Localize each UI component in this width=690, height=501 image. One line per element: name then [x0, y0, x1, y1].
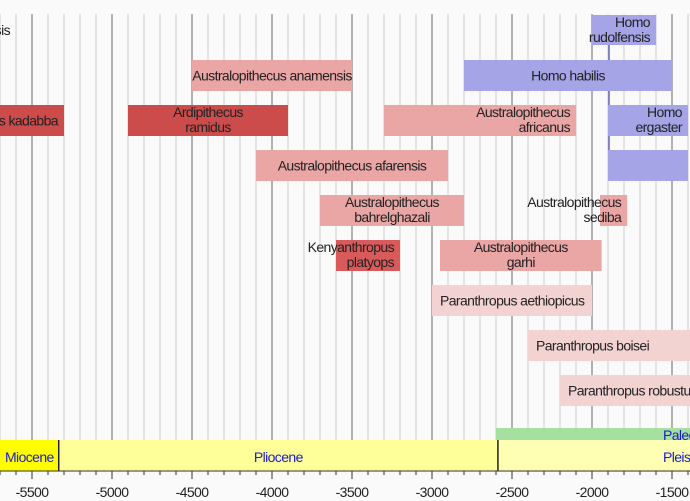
range-bar: [256, 150, 448, 181]
range-bar: [608, 105, 688, 136]
range-label: platyops: [347, 254, 395, 270]
period-bands: Paleolithic Miocene Pliocene Pleistocene: [0, 427, 690, 472]
range-bar: [440, 240, 602, 271]
range-bar: [128, 105, 288, 136]
range-label: ramidus: [185, 119, 231, 135]
range-label: Australopithecus: [474, 239, 569, 255]
range-label: bahrelghazali: [354, 209, 430, 225]
range-bar: [528, 330, 690, 361]
range-label: Ardipithecus: [173, 104, 243, 120]
range-bar: [192, 60, 352, 91]
range-label: ergaster: [635, 119, 682, 135]
range-label: Paranthropus aethiopicus: [440, 293, 585, 309]
range-label: Homo: [615, 14, 651, 30]
range-label: Paranthropus boisei: [536, 338, 650, 354]
range-label: Australopithecus: [476, 104, 571, 120]
range-label: Homo habilis: [531, 68, 605, 84]
period-band: [497, 440, 690, 471]
period-label: Pleistocene: [663, 449, 690, 465]
range-bar: [608, 150, 688, 181]
range-label: Australopithecus: [345, 194, 440, 210]
period-label: Pliocene: [254, 449, 304, 465]
range-label: rudolfensis: [589, 29, 651, 45]
range-bar: [0, 105, 64, 136]
range-bar: [600, 195, 628, 226]
tick-label: -3000: [416, 484, 450, 500]
range-bar: [560, 375, 690, 406]
culture-band: [496, 428, 690, 442]
range-bar: [432, 285, 592, 316]
range-bar: [336, 240, 400, 271]
culture-label: Paleolithic: [663, 427, 690, 443]
period-band: [58, 440, 498, 471]
range-bar: [384, 105, 576, 136]
range-bars: Sahelanthropus tchadensisHomorudolfensis…: [0, 14, 690, 406]
range-label: garhi: [507, 254, 536, 270]
range-label: Paranthropus robustus: [568, 383, 690, 399]
tick-label: -5000: [96, 484, 130, 500]
range-bar: [592, 15, 656, 45]
range-bar: [320, 195, 464, 226]
range-label: Homo: [647, 104, 683, 120]
tick-label: -2000: [576, 484, 610, 500]
range-bar: [464, 60, 672, 91]
x-axis: -5500 -5000 -4500 -4000 -3500 -3000 -2500 -2000…: [0, 471, 690, 500]
range-label: sediba: [584, 209, 622, 225]
tick-label: -5500: [16, 484, 50, 500]
period-band: [0, 440, 59, 471]
range-label: Australopithecus anamensis: [192, 68, 352, 84]
tick-label: -3500: [336, 484, 370, 500]
range-label: africanus: [519, 119, 571, 135]
range-label: Australopithecus: [527, 194, 622, 210]
tick-label: -4500: [176, 484, 210, 500]
tick-label: -2500: [496, 484, 530, 500]
range-label: Ardipithecus kadabba: [0, 113, 59, 129]
range-label: Australopithecus afarensis: [278, 158, 427, 174]
range-label: Kenyanthropus: [308, 239, 395, 255]
tick-label: -4000: [256, 484, 290, 500]
range-label: Sahelanthropus tchadensis: [0, 22, 11, 38]
tick-label: -1500: [656, 484, 690, 500]
period-label: Miocene: [5, 449, 55, 465]
